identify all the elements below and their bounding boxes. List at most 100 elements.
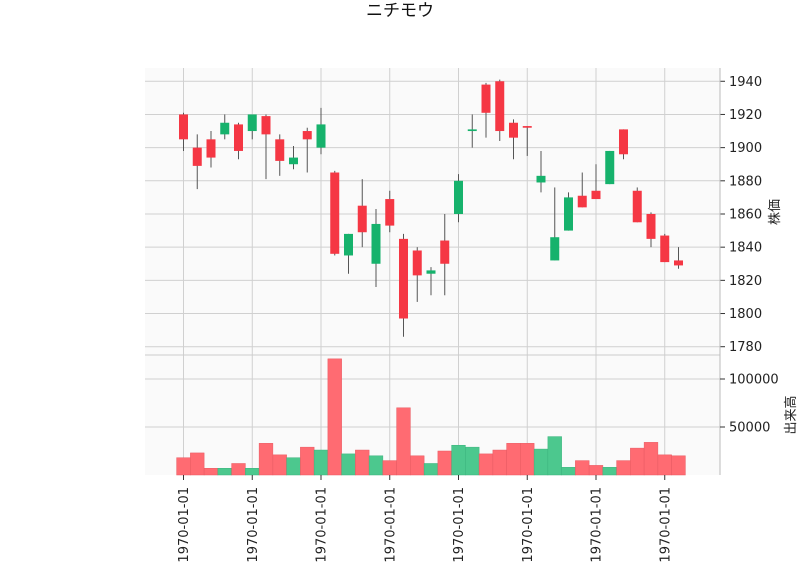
x-tick-label: 1970-01-01 — [658, 487, 673, 563]
price-tick-label: 1880 — [729, 174, 762, 189]
volume-bar — [313, 449, 329, 476]
candle-body — [522, 126, 532, 128]
x-tick-label: 1970-01-01 — [177, 487, 192, 563]
candle-body — [440, 240, 450, 264]
volume-bar — [602, 467, 617, 476]
candle-body — [509, 122, 518, 138]
candle-body — [316, 124, 326, 148]
volume-bar — [478, 453, 494, 476]
x-tick-label: 1970-01-01 — [452, 487, 467, 563]
volume-bar — [451, 444, 466, 476]
volume-bar — [671, 455, 686, 476]
candle-body — [206, 139, 216, 158]
candle-body — [192, 147, 202, 166]
volume-bar — [341, 453, 356, 476]
candle-body — [357, 205, 367, 233]
volume-bar — [423, 463, 439, 476]
grid-lines — [145, 68, 720, 475]
candle-body — [289, 157, 298, 165]
candle-body — [426, 270, 436, 274]
candle-body — [536, 175, 546, 183]
volume-bar — [368, 455, 384, 476]
volume-bar — [396, 407, 411, 476]
volume-bar — [217, 468, 232, 476]
volume-bar — [492, 449, 507, 476]
volume-bar — [258, 443, 274, 476]
volume-bar — [506, 443, 521, 476]
candle-body — [674, 260, 683, 266]
volume-panel-background — [145, 355, 720, 475]
x-tick-label: 1970-01-01 — [590, 487, 605, 563]
candle-body — [591, 190, 601, 200]
x-tick-label: 1970-01-01 — [246, 487, 261, 563]
volume-bar — [355, 449, 370, 476]
candle-body — [179, 114, 188, 140]
candle-body — [399, 238, 408, 319]
volume-bar — [203, 468, 219, 476]
volume-bar — [300, 446, 315, 476]
volume-bar — [410, 455, 425, 476]
volume-bar — [630, 447, 645, 476]
candle-body — [577, 195, 587, 208]
candles — [179, 79, 683, 337]
price-tick-label: 1860 — [729, 207, 762, 222]
volume-bar — [231, 463, 246, 476]
volume-bar — [190, 452, 205, 476]
price-tick-label: 1920 — [729, 108, 762, 123]
volume-bar — [286, 457, 301, 476]
candle-body — [550, 237, 560, 261]
volume-bar — [245, 468, 260, 476]
candle-body — [234, 124, 243, 151]
candle-body — [302, 131, 312, 140]
price-tick-label: 1940 — [729, 75, 762, 90]
candle-body — [467, 129, 477, 132]
candle-body — [275, 139, 285, 161]
candle-body — [371, 223, 381, 264]
volume-bar — [547, 436, 562, 476]
volume-bar — [176, 457, 191, 476]
price-axis-label: 株価 — [768, 199, 783, 225]
volume-bar — [327, 358, 342, 476]
volume-bar — [588, 465, 604, 476]
price-tick-label: 1820 — [729, 274, 762, 289]
volume-bar — [657, 454, 672, 476]
volume-bar — [575, 460, 590, 476]
price-tick-label: 1840 — [729, 241, 762, 256]
candle-body — [330, 172, 340, 254]
candle-body — [247, 114, 257, 132]
candle-body — [261, 116, 271, 135]
candle-body — [619, 129, 628, 155]
volume-axis-label: 出来高 — [783, 395, 799, 434]
volume-bar — [465, 446, 480, 476]
volume-axis: 50000 100000 — [720, 373, 779, 436]
candle-body — [412, 250, 422, 276]
volume-tick-label: 100000 — [729, 373, 779, 388]
volume-bar — [272, 454, 287, 476]
candle-body — [454, 180, 463, 214]
x-axis: 1970-01-01 1970-01-01 1970-01-01 1970-01-01… — [177, 475, 673, 563]
candle-body — [481, 84, 491, 113]
volume-bar — [561, 467, 576, 476]
volume-bar — [520, 443, 535, 476]
chart-title: ニチモウ — [366, 1, 434, 21]
x-tick-label: 1970-01-01 — [315, 487, 330, 563]
candle-body — [605, 150, 615, 185]
volume-tick-label: 50000 — [729, 421, 770, 436]
candle-body — [564, 197, 573, 231]
candle-body — [660, 235, 670, 263]
price-tick-label: 1780 — [729, 340, 762, 355]
volume-bars — [176, 358, 686, 476]
volume-bar — [643, 442, 659, 476]
candle-body — [344, 233, 353, 256]
volume-bar — [382, 460, 397, 476]
price-axis: 1780 1800 1820 1840 1860 1880 1900 1920 1940 — [719, 68, 762, 475]
x-tick-label: 1970-01-01 — [521, 487, 536, 563]
candle-body — [646, 213, 656, 239]
volume-bar — [533, 448, 549, 476]
volume-bar — [616, 460, 631, 476]
x-tick-label: 1970-01-01 — [383, 487, 398, 563]
volume-bar — [437, 450, 452, 476]
price-tick-label: 1900 — [729, 141, 762, 156]
candle-body — [632, 190, 642, 223]
